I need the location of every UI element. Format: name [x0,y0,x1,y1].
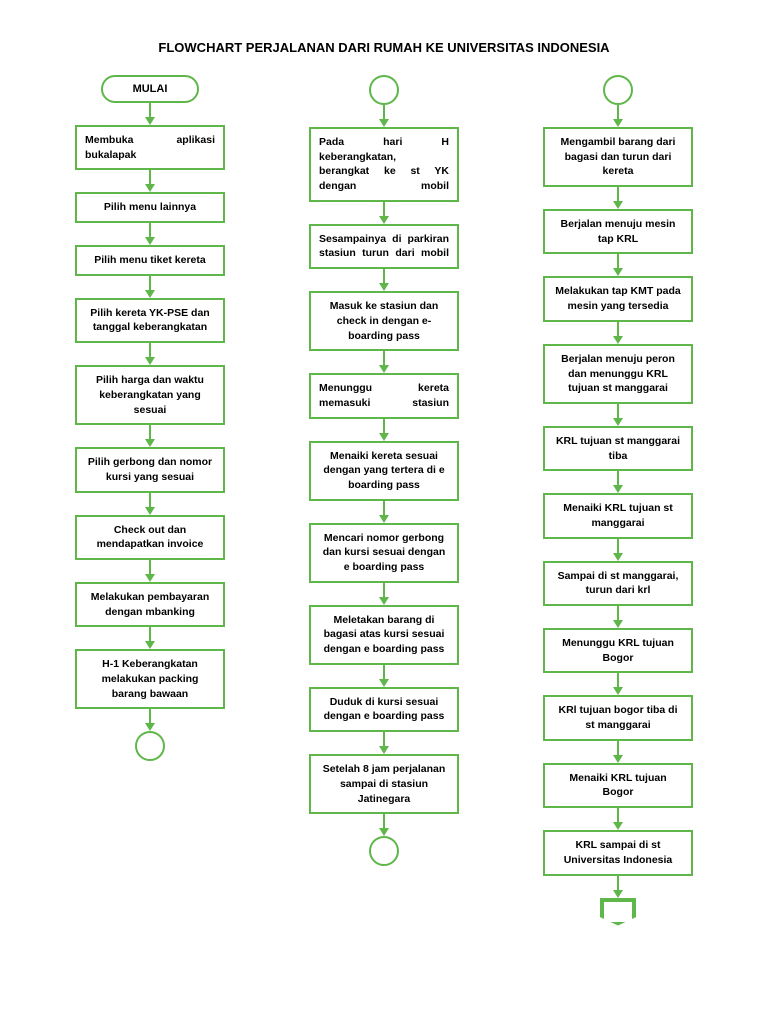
flow-arrow [613,322,623,344]
flowchart-column: Pada hari H keberangkatan, berangkat ke … [284,75,484,926]
process-box: KRl tujuan bogor tiba di st manggarai [543,695,693,740]
flow-arrow [379,732,389,754]
flow-arrow [379,269,389,291]
flowchart-columns: MULAI Membuka aplikasi bukalapak Pilih men… [50,75,718,926]
flow-arrow [613,404,623,426]
flow-arrow [379,501,389,523]
flow-arrow [613,741,623,763]
process-box: Melakukan tap KMT pada mesin yang tersed… [543,276,693,321]
flow-arrow [145,627,155,649]
process-box: Meletakan barang di bagasi atas kursi se… [309,605,459,665]
process-box: Berjalan menuju peron dan menunggu KRL t… [543,344,693,404]
process-box: Mencari nomor gerbong dan kursi sesuai d… [309,523,459,583]
flow-arrow [379,202,389,224]
flow-arrow [145,103,155,125]
process-box: Menunggu KRL tujuan Bogor [543,628,693,673]
flow-arrow [379,105,389,127]
flow-arrow [145,223,155,245]
flow-arrow [379,419,389,441]
process-box: Membuka aplikasi bukalapak [75,125,225,170]
connector-circle [369,75,399,105]
start-terminator: MULAI [101,75,200,103]
flow-arrow [613,254,623,276]
process-box: Pilih gerbong dan nomor kursi yang sesua… [75,447,225,492]
flow-arrow [613,187,623,209]
process-box: Menaiki kereta sesuai dengan yang terter… [309,441,459,501]
process-box: Duduk di kursi sesuai dengan e boarding … [309,687,459,732]
process-box: Setelah 8 jam perjalanan sampai di stasi… [309,754,459,814]
flowchart-title: FLOWCHART PERJALANAN DARI RUMAH KE UNIVE… [50,40,718,55]
process-box: Mengambil barang dari bagasi dan turun d… [543,127,693,187]
flowchart-column: Mengambil barang dari bagasi dan turun d… [518,75,718,926]
flow-arrow [613,673,623,695]
process-box: Pilih menu lainnya [75,192,225,223]
process-box: KRL tujuan st manggarai tiba [543,426,693,471]
flow-arrow [613,471,623,493]
process-box: Berjalan menuju mesin tap KRL [543,209,693,254]
flow-arrow [613,606,623,628]
process-box: Check out dan mendapatkan invoice [75,515,225,560]
process-box: Sesampainya di parkiran stasiun turun da… [309,224,459,269]
flow-arrow [145,343,155,365]
flow-arrow [145,709,155,731]
flow-arrow [613,539,623,561]
process-box: Menaiki KRL tujuan st manggarai [543,493,693,538]
process-box: Menunggu kereta memasuki stasiun [309,373,459,418]
flow-arrow [613,876,623,898]
process-box: Pada hari H keberangkatan, berangkat ke … [309,127,459,202]
flow-arrow [145,493,155,515]
process-box: Pilih harga dan waktu keberangkatan yang… [75,365,225,425]
connector-circle [135,731,165,761]
process-box: H-1 Keberangkatan melakukan packing bara… [75,649,225,709]
process-box: Melakukan pembayaran dengan mbanking [75,582,225,627]
flow-arrow [379,814,389,836]
connector-circle [369,836,399,866]
connector-circle [603,75,633,105]
flow-arrow [145,425,155,447]
process-box: Masuk ke stasiun dan check in dengan e-b… [309,291,459,351]
flow-arrow [379,583,389,605]
flow-arrow [145,276,155,298]
flowchart-column: MULAI Membuka aplikasi bukalapak Pilih men… [50,75,250,926]
flow-arrow [379,665,389,687]
flow-arrow [145,170,155,192]
flow-arrow [145,560,155,582]
process-box: Pilih menu tiket kereta [75,245,225,276]
flow-arrow [613,105,623,127]
flow-arrow [379,351,389,373]
process-box: Menaiki KRL tujuan Bogor [543,763,693,808]
process-box: Pilih kereta YK-PSE dan tanggal keberang… [75,298,225,343]
flow-arrow [613,808,623,830]
process-box: Sampai di st manggarai, turun dari krl [543,561,693,606]
process-box: KRL sampai di st Universitas Indonesia [543,830,693,875]
offpage-connector [600,898,636,926]
